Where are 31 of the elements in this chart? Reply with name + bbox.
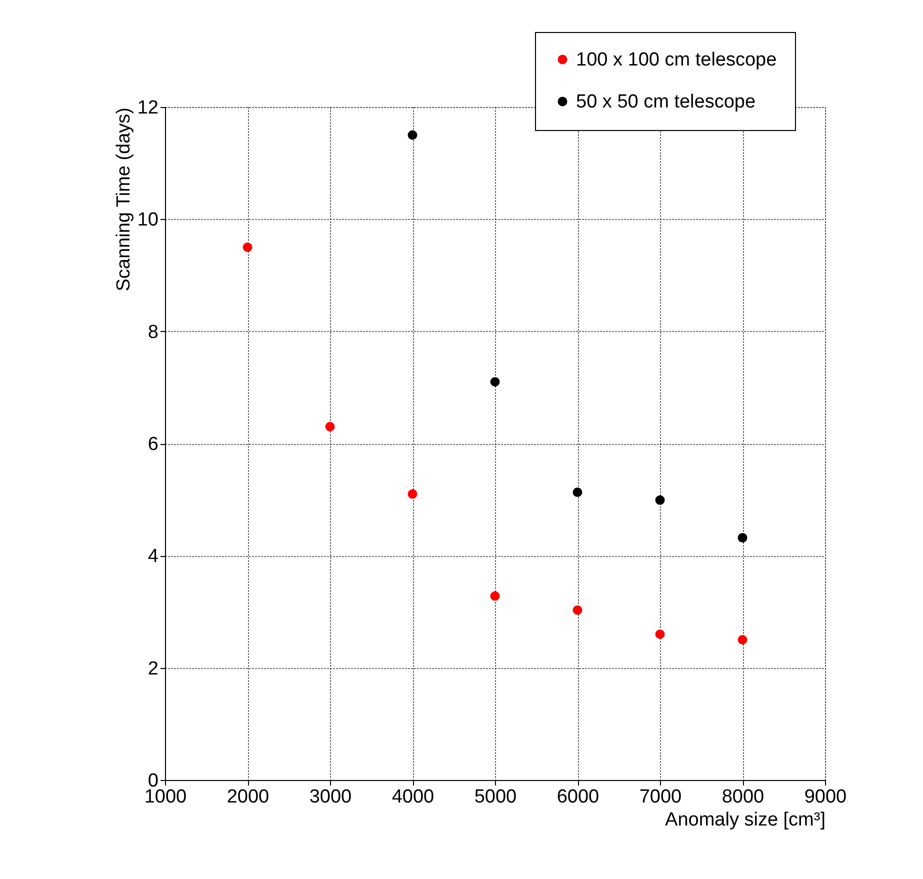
point <box>655 629 665 639</box>
point <box>325 422 335 432</box>
point <box>242 242 252 252</box>
y-axis-title: Scanning Time (days) <box>113 108 134 292</box>
point <box>572 605 582 615</box>
y-tick-label: 4 <box>148 546 159 568</box>
x-tick-label: 7000 <box>639 786 682 808</box>
x-tick-label: 4000 <box>392 786 434 808</box>
point <box>738 532 748 542</box>
point <box>490 377 500 387</box>
x-tick-label: 1000 <box>144 786 187 808</box>
x-tick-label: 8000 <box>722 786 764 808</box>
point <box>655 495 665 505</box>
point <box>408 130 418 140</box>
x-tick-label: 3000 <box>309 786 352 808</box>
point <box>490 591 500 601</box>
legend-label: 100 x 100 cm telescope <box>576 50 777 70</box>
y-tick-label: 6 <box>148 434 158 455</box>
point <box>408 489 418 499</box>
y-tick-label: 10 <box>137 210 158 231</box>
y-tick-label: 8 <box>148 322 158 343</box>
x-tick-label: 5000 <box>474 786 517 808</box>
x-tick-label: 6000 <box>556 786 600 808</box>
point <box>738 635 748 645</box>
x-tick-label: 2000 <box>226 786 270 808</box>
y-tick-label: 2 <box>148 658 158 680</box>
point <box>572 488 582 498</box>
legend-label: 50 x 50 cm telescope <box>576 92 756 112</box>
x-axis-title: Anomaly size [cm³] <box>665 810 826 830</box>
x-tick-label: 9000 <box>804 786 847 808</box>
y-tick-label: 12 <box>137 98 158 118</box>
